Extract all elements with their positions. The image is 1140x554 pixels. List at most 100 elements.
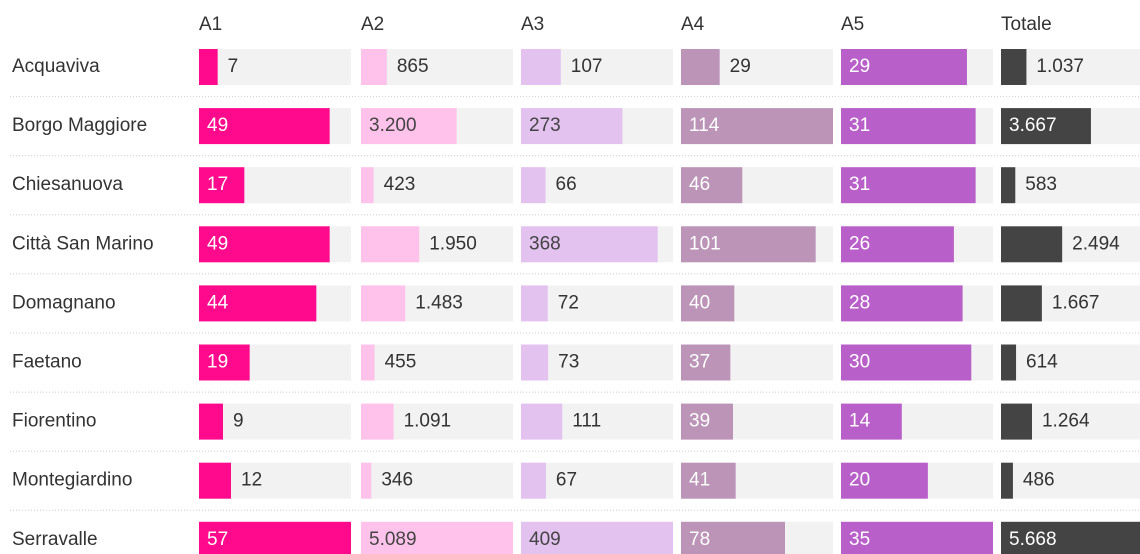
value-label: 111 bbox=[572, 411, 601, 432]
column-header: A2 bbox=[361, 14, 384, 35]
value-label: 35 bbox=[849, 529, 870, 550]
value-label: 5.089 bbox=[369, 529, 417, 550]
row-label: Fiorentino bbox=[12, 411, 97, 432]
bar bbox=[1001, 403, 1032, 440]
row-label: Serravalle bbox=[12, 529, 98, 550]
value-label: 67 bbox=[556, 470, 577, 491]
bar bbox=[841, 49, 967, 85]
value-label: 101 bbox=[689, 233, 721, 254]
value-label: 423 bbox=[384, 174, 416, 195]
bar bbox=[361, 521, 513, 554]
bar bbox=[1001, 108, 1091, 145]
value-label: 31 bbox=[849, 115, 870, 136]
value-label: 40 bbox=[689, 292, 710, 313]
value-label: 409 bbox=[529, 529, 561, 550]
bar-track bbox=[521, 462, 673, 499]
bar bbox=[681, 344, 731, 381]
bar bbox=[361, 108, 457, 145]
value-label: 273 bbox=[529, 115, 561, 136]
bar bbox=[521, 167, 546, 204]
row-label: Borgo Maggiore bbox=[12, 115, 147, 136]
bar-track bbox=[361, 167, 513, 204]
bar bbox=[681, 49, 720, 85]
value-label: 19 bbox=[207, 352, 228, 373]
bar bbox=[521, 108, 623, 145]
bar-track bbox=[521, 167, 673, 204]
bar bbox=[681, 167, 743, 204]
bar bbox=[681, 462, 736, 499]
bar bbox=[361, 49, 387, 85]
value-label: 583 bbox=[1025, 174, 1057, 195]
value-label: 46 bbox=[689, 174, 710, 195]
value-label: 614 bbox=[1026, 352, 1058, 373]
value-label: 1.950 bbox=[429, 233, 477, 254]
bar bbox=[681, 521, 785, 554]
bar bbox=[841, 108, 976, 145]
row-label: Città San Marino bbox=[12, 233, 154, 254]
bar-track bbox=[199, 49, 351, 85]
bar bbox=[521, 49, 561, 85]
bar bbox=[199, 285, 317, 322]
row-label: Acquaviva bbox=[12, 56, 100, 77]
value-label: 5.668 bbox=[1009, 529, 1057, 550]
bar bbox=[199, 521, 351, 554]
value-label: 49 bbox=[207, 233, 228, 254]
bar bbox=[199, 344, 250, 381]
value-label: 72 bbox=[558, 292, 579, 313]
row-label: Chiesanuova bbox=[12, 174, 123, 195]
bar bbox=[521, 226, 658, 263]
value-label: 28 bbox=[849, 292, 870, 313]
value-label: 1.037 bbox=[1036, 56, 1084, 77]
bar bbox=[841, 226, 954, 263]
value-label: 455 bbox=[385, 352, 417, 373]
bar bbox=[521, 462, 546, 499]
bar bbox=[841, 344, 972, 381]
value-label: 2.494 bbox=[1072, 233, 1120, 254]
row-label: Domagnano bbox=[12, 292, 116, 313]
value-label: 29 bbox=[730, 56, 751, 77]
bar bbox=[361, 344, 375, 381]
bar bbox=[1001, 49, 1027, 85]
value-label: 29 bbox=[849, 56, 870, 77]
value-label: 3.200 bbox=[369, 115, 417, 136]
value-label: 20 bbox=[849, 470, 870, 491]
value-label: 31 bbox=[849, 174, 870, 195]
value-label: 49 bbox=[207, 115, 228, 136]
value-label: 1.264 bbox=[1042, 411, 1090, 432]
value-label: 1.667 bbox=[1052, 292, 1100, 313]
value-label: 73 bbox=[558, 352, 579, 373]
value-label: 1.483 bbox=[415, 292, 463, 313]
bar-track bbox=[1001, 462, 1140, 499]
value-label: 114 bbox=[689, 115, 720, 136]
bar bbox=[1001, 521, 1140, 554]
bar bbox=[199, 403, 223, 440]
value-label: 107 bbox=[571, 56, 603, 77]
bar-track bbox=[1001, 344, 1140, 381]
value-label: 368 bbox=[529, 233, 561, 254]
value-label: 3.667 bbox=[1009, 115, 1057, 136]
column-header: A4 bbox=[681, 14, 705, 35]
column-header: Totale bbox=[1001, 14, 1052, 35]
value-label: 9 bbox=[233, 411, 244, 432]
bar bbox=[681, 403, 733, 440]
bar bbox=[199, 108, 330, 145]
bar bbox=[361, 462, 372, 499]
bar bbox=[199, 49, 218, 85]
bar bbox=[521, 285, 548, 322]
bar bbox=[199, 226, 330, 263]
value-label: 486 bbox=[1023, 470, 1055, 491]
bar bbox=[841, 521, 993, 554]
value-label: 66 bbox=[556, 174, 577, 195]
bar bbox=[199, 167, 245, 204]
bar bbox=[841, 403, 902, 440]
value-label: 1.091 bbox=[404, 411, 452, 432]
bar bbox=[841, 167, 976, 204]
bar bbox=[1001, 344, 1017, 381]
bar-track bbox=[361, 344, 513, 381]
value-label: 39 bbox=[689, 411, 710, 432]
bar bbox=[681, 226, 816, 263]
column-header: A3 bbox=[521, 14, 544, 35]
bar bbox=[199, 462, 231, 499]
bar bbox=[841, 462, 928, 499]
